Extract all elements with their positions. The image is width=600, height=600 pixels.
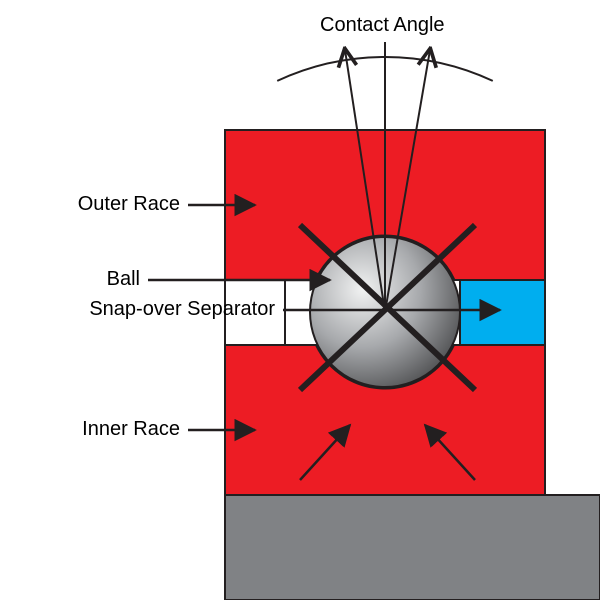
separator-right	[460, 280, 545, 345]
label-contact-angle: Contact Angle	[320, 14, 445, 37]
shaft	[225, 495, 600, 600]
label-outer-race: Outer Race	[78, 193, 180, 216]
label-inner-race: Inner Race	[82, 418, 180, 441]
label-separator: Snap-over Separator	[89, 298, 275, 321]
label-ball: Ball	[107, 268, 140, 291]
